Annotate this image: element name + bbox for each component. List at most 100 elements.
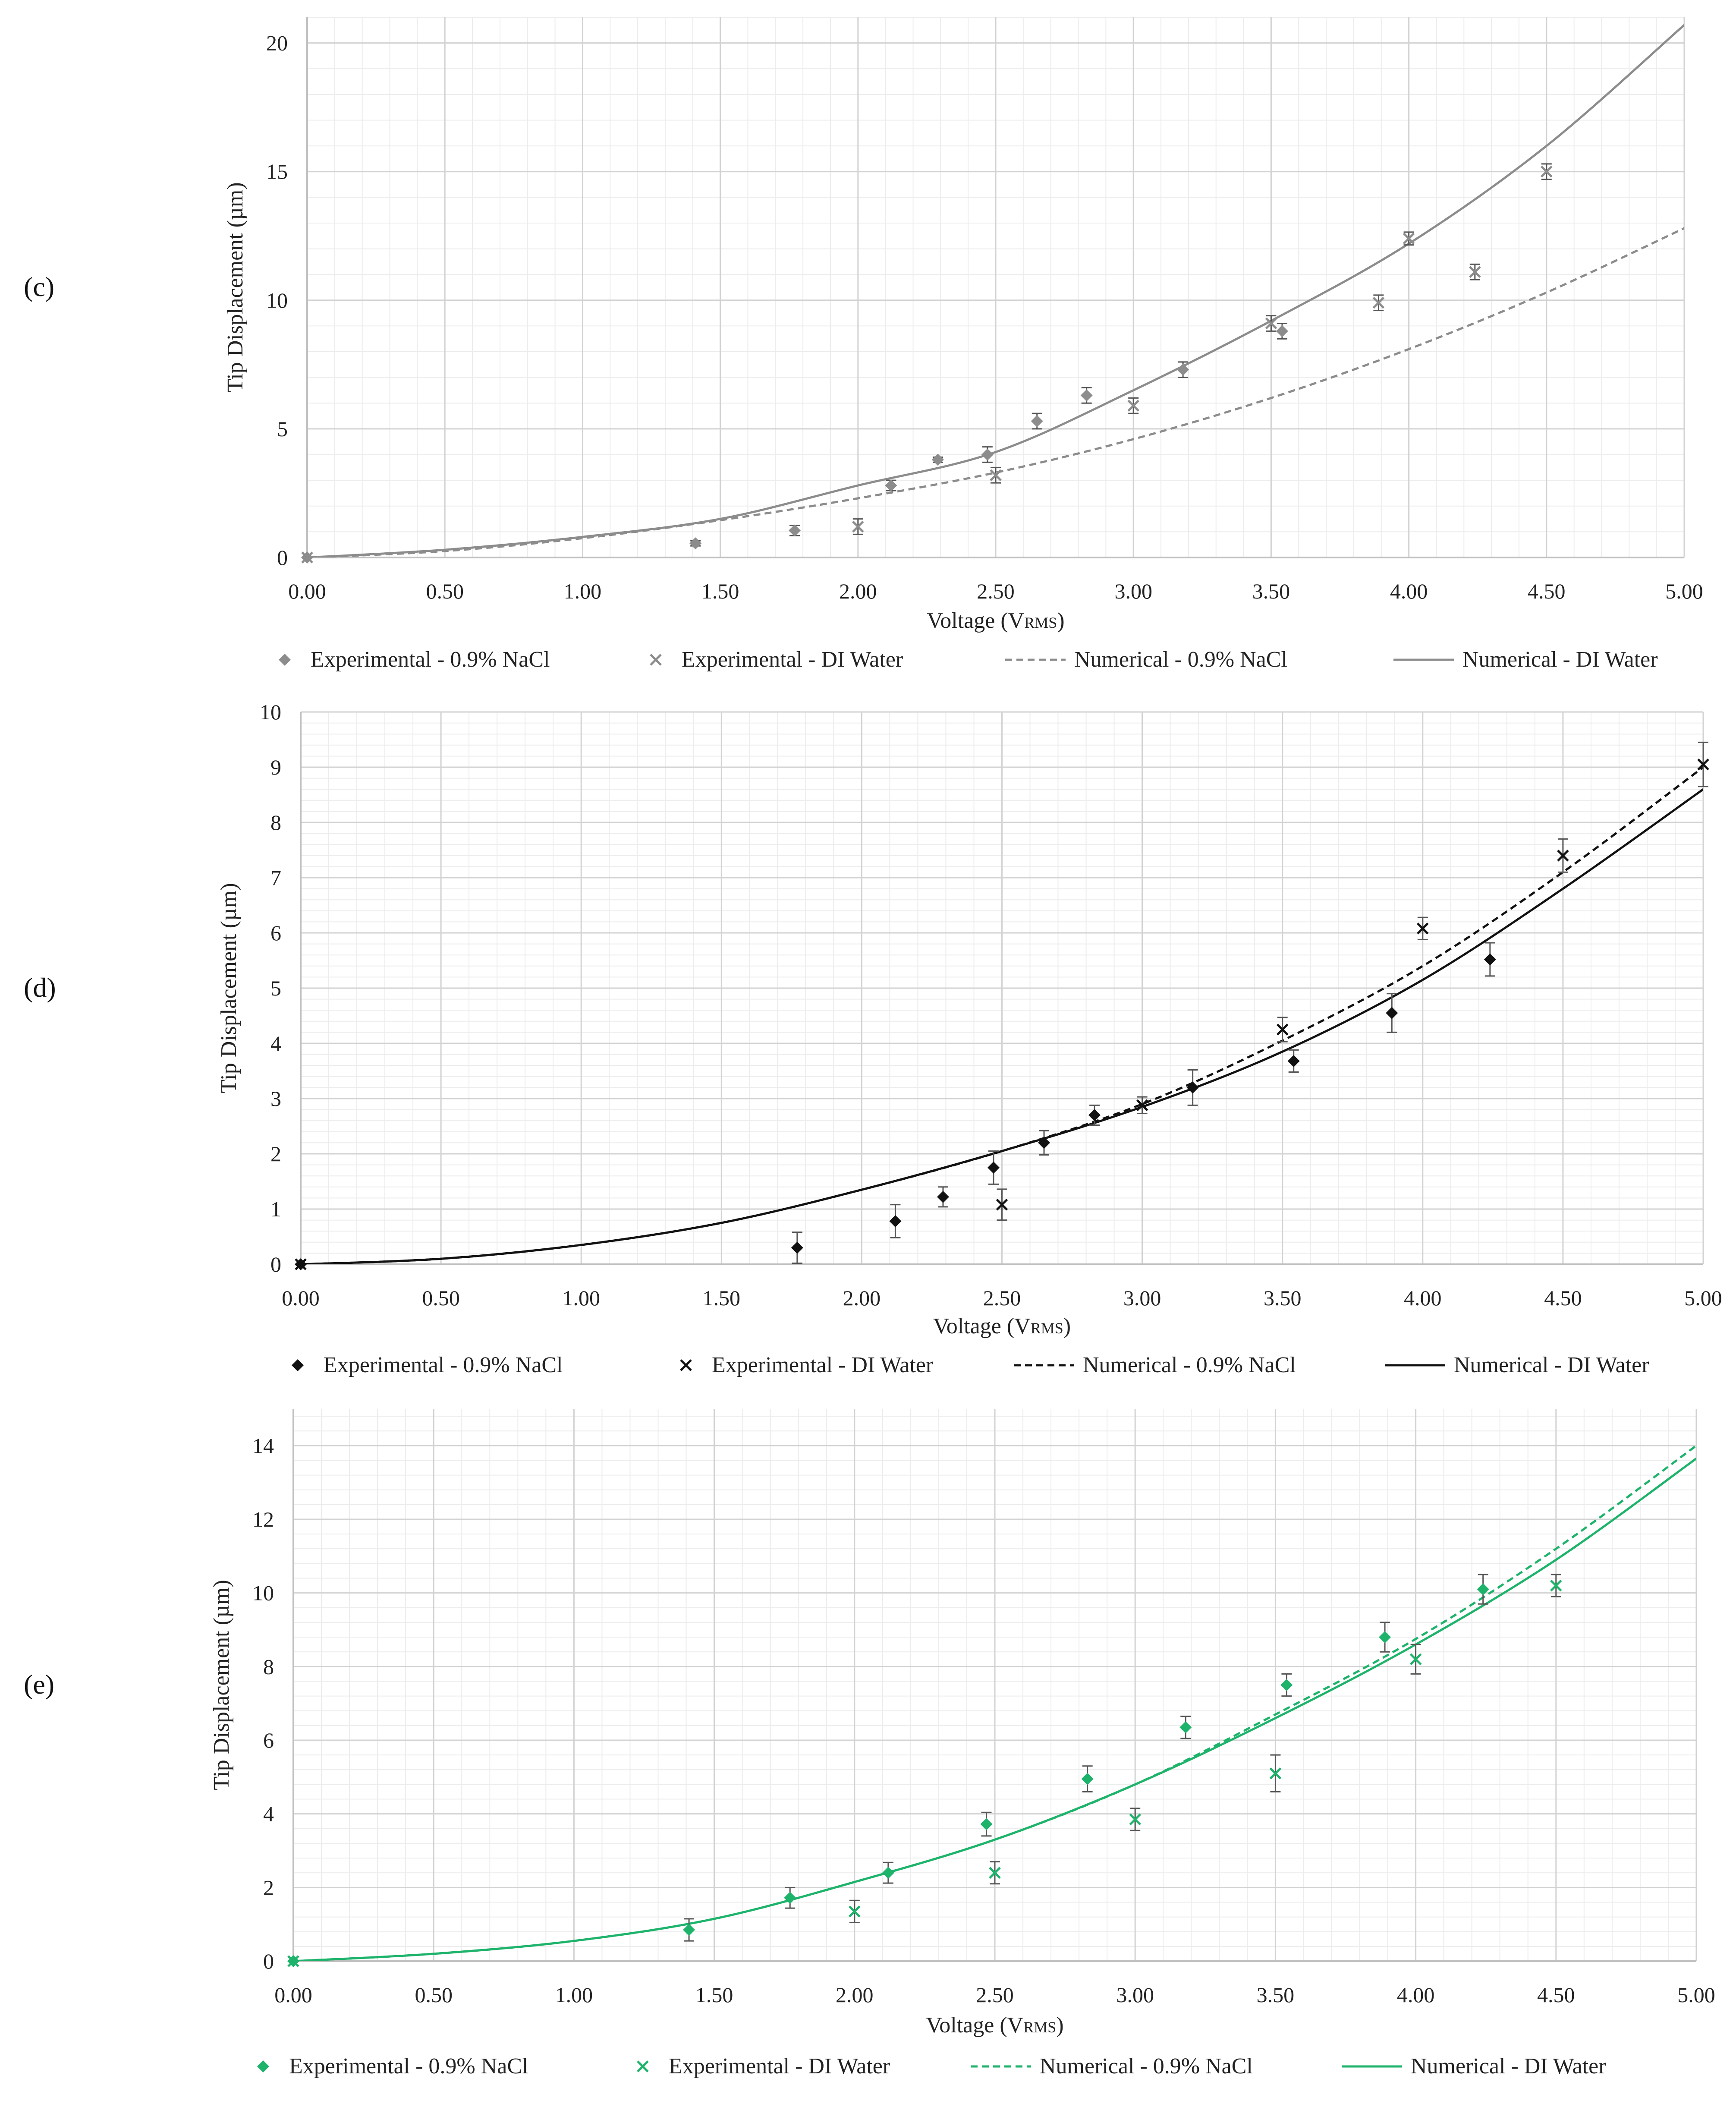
data-point-nacl (1484, 953, 1496, 966)
data-point-di-water (287, 1955, 299, 1967)
x-tick-label: 1.00 (555, 1983, 593, 2007)
legend-label: Numerical - DI Water (1454, 1353, 1649, 1377)
data-point-di-water (1697, 758, 1709, 771)
x-tick-label: 3.00 (1116, 1983, 1154, 2007)
legend-label: Experimental - DI Water (712, 1353, 933, 1377)
data-point-nacl (882, 1867, 894, 1879)
y-tick-label: 14 (252, 1433, 274, 1458)
data-point-nacl (1379, 1631, 1391, 1644)
legend-label: Numerical - 0.9% NaCl (1083, 1353, 1296, 1377)
legend-marker-diamond (279, 654, 291, 666)
x-tick-label: 0.00 (282, 1286, 320, 1310)
y-tick-label: 5 (277, 417, 288, 441)
x-tick-label: 2.00 (843, 1286, 881, 1310)
data-point-nacl (1276, 325, 1288, 337)
data-point-di-water (1269, 1767, 1282, 1779)
data-point-nacl (1081, 1773, 1094, 1785)
x-tick-label: 3.50 (1264, 1286, 1302, 1310)
y-tick-label: 12 (252, 1507, 274, 1531)
x-axis-title: Voltage (VRMS) (933, 1314, 1071, 1339)
data-point-nacl (1038, 1137, 1050, 1149)
y-tick-label: 6 (263, 1728, 274, 1752)
legend-marker-cross (680, 1359, 692, 1371)
x-tick-label: 0.00 (288, 579, 326, 603)
x-tick-label: 5.00 (1684, 1286, 1722, 1310)
x-tick-label: 2.00 (839, 579, 877, 603)
data-point-nacl (885, 479, 897, 492)
x-tick-label: 4.00 (1404, 1286, 1442, 1310)
data-point-nacl (1477, 1583, 1489, 1596)
legend-label: Experimental - DI Water (682, 647, 903, 672)
x-tick-label: 4.50 (1544, 1286, 1582, 1310)
y-tick-label: 10 (260, 700, 281, 724)
y-tick-label: 4 (263, 1802, 274, 1826)
data-point-di-water (1557, 850, 1569, 862)
data-point-di-water (1129, 1813, 1141, 1826)
data-point-di-water (989, 1867, 1001, 1879)
panel-label: (d) (24, 972, 56, 1003)
data-point-di-water (852, 520, 864, 533)
x-axis-title: Voltage (VRMS) (927, 608, 1064, 633)
y-tick-label: 5 (270, 976, 281, 1000)
chart-panel-3: 0.00 0.50 1.00 1.50 2.00 2.50 3.00 3.50 4.00 4.50… (24, 1409, 1715, 2079)
data-point-di-water (1403, 232, 1415, 245)
data-point-di-water (996, 1198, 1008, 1211)
series-line-numerical-di-water (307, 24, 1684, 557)
data-point-di-water (849, 1905, 861, 1918)
y-tick-label: 0 (277, 545, 288, 570)
data-point-di-water (301, 551, 313, 564)
data-point-nacl (689, 537, 702, 550)
x-tick-label: 0.50 (422, 1286, 460, 1310)
x-tick-label: 4.50 (1537, 1983, 1575, 2007)
legend: Experimental - 0.9% NaCl Experimental - D… (292, 1353, 1649, 1377)
x-tick-label: 3.50 (1257, 1983, 1295, 2007)
y-tick-label: 6 (270, 921, 281, 945)
data-point-nacl (937, 1191, 949, 1203)
x-tick-label: 1.50 (695, 1983, 733, 2007)
data-point-di-water (1127, 400, 1139, 412)
y-tick-label: 0 (263, 1949, 274, 1973)
x-tick-label: 4.50 (1528, 579, 1566, 603)
legend-marker-diamond (292, 1359, 304, 1371)
x-tick-label: 1.50 (701, 579, 739, 603)
data-point-di-water (990, 469, 1002, 481)
x-tick-label: 4.00 (1390, 579, 1428, 603)
data-point-nacl (1179, 1721, 1192, 1734)
x-tick-label: 1.00 (562, 1286, 600, 1310)
data-point-di-water (1276, 1024, 1289, 1036)
series-line-numerical-nacl (307, 227, 1684, 557)
data-point-nacl (791, 1241, 803, 1254)
data-point-nacl (1080, 389, 1093, 402)
data-point-nacl (980, 1818, 993, 1830)
x-tick-label: 2.00 (836, 1983, 874, 2007)
legend-label: Numerical - 0.9% NaCl (1040, 2054, 1253, 2079)
data-point-nacl (889, 1215, 902, 1228)
data-point-nacl (788, 524, 801, 537)
data-point-nacl (683, 1924, 695, 1936)
data-point-nacl (931, 454, 944, 466)
y-tick-label: 4 (270, 1031, 281, 1055)
y-axis-title: Tip Displacement (µm) (209, 1580, 234, 1790)
legend-label: Experimental - 0.9% NaCl (289, 2054, 528, 2079)
y-tick-label: 2 (270, 1142, 281, 1166)
x-tick-label: 3.00 (1123, 1286, 1161, 1310)
x-tick-label: 2.50 (983, 1286, 1021, 1310)
x-tick-label: 1.00 (564, 579, 602, 603)
data-point-di-water (1265, 317, 1277, 330)
y-tick-label: 3 (270, 1087, 281, 1111)
x-tick-label: 3.00 (1114, 579, 1152, 603)
data-point-di-water (1541, 165, 1553, 178)
data-point-nacl (1031, 415, 1043, 428)
x-tick-label: 3.50 (1252, 579, 1290, 603)
legend: Experimental - 0.9% NaCl Experimental - D… (279, 647, 1658, 672)
y-tick-label: 0 (270, 1252, 281, 1276)
data-point-di-water (295, 1258, 307, 1270)
x-tick-label: 5.00 (1665, 579, 1703, 603)
legend-label: Numerical - DI Water (1411, 2054, 1606, 2079)
x-tick-label: 0.50 (426, 579, 464, 603)
y-tick-label: 7 (270, 866, 281, 890)
legend-label: Experimental - 0.9% NaCl (311, 647, 550, 672)
data-point-di-water (1469, 266, 1481, 278)
